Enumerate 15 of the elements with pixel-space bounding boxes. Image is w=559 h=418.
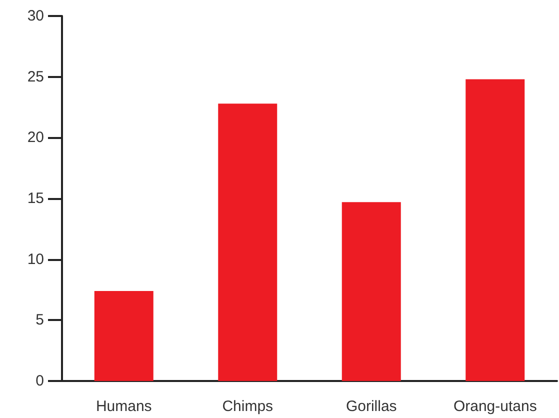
bar <box>466 79 525 381</box>
bar <box>218 104 278 381</box>
x-tick-label: Orang-utans <box>453 398 537 415</box>
x-tick-label: Humans <box>96 398 152 415</box>
x-tick-label: Chimps <box>222 398 274 415</box>
x-tick-label: Gorillas <box>346 398 397 415</box>
y-tick-label: 20 <box>27 129 44 146</box>
y-tick-label: 30 <box>27 8 44 24</box>
y-tick-label: 25 <box>27 68 44 86</box>
y-tick-label: 5 <box>36 312 44 329</box>
bar <box>94 290 154 381</box>
y-tick-label: 15 <box>27 190 44 207</box>
y-tick-label: 0 <box>36 372 44 390</box>
y-tick-label: 10 <box>27 250 44 268</box>
bar <box>342 202 401 381</box>
